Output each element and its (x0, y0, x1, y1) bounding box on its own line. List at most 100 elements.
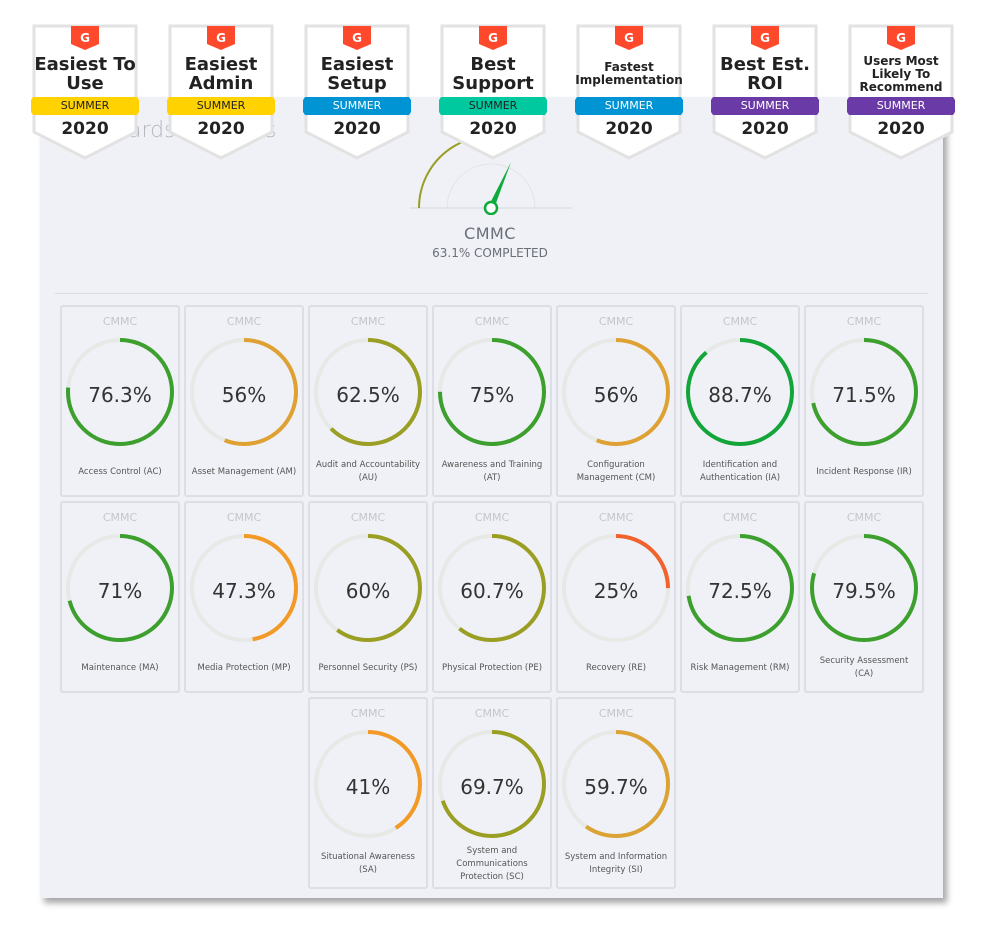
percent-value: 76.3% (88, 383, 152, 407)
domain-label: Security Assessment (CA) (819, 656, 909, 679)
card-header: CMMC (846, 511, 882, 524)
g2-award-badge: G Users Most Likely To Recommend SUMMER … (847, 24, 955, 160)
domain-label: Incident Response (IR) (816, 466, 912, 477)
domain-label: Identification and Authentication (IA) (699, 460, 781, 483)
domain-card[interactable]: CMMC 72.5% Risk Management (RM) (680, 501, 800, 693)
badge-shield: G (439, 24, 547, 160)
domain-label: Audit and Accountability (AU) (315, 460, 421, 483)
card-header: CMMC (102, 315, 138, 328)
g2-award-badge: G Easiest Setup SUMMER 2020 (303, 24, 411, 160)
percent-value: 72.5% (708, 579, 772, 603)
g2-logo-icon (479, 26, 507, 50)
card-header: CMMC (226, 315, 262, 328)
gauge-title: CMMC (464, 224, 516, 243)
badge-title: Easiest Setup (320, 54, 394, 94)
ring-progress (438, 534, 546, 642)
percent-value: 56% (593, 383, 639, 407)
domain-card[interactable]: CMMC 60.7% Physical Protection (PE) (432, 501, 552, 693)
domain-label: Physical Protection (PE) (441, 662, 543, 673)
progress-ring (314, 730, 422, 838)
domain-card[interactable]: CMMC 60% Personnel Security (PS) (308, 501, 428, 693)
card-header: CMMC (474, 511, 510, 524)
progress-ring (190, 338, 298, 446)
ring-progress (686, 338, 794, 446)
season-ribbon (847, 97, 955, 115)
ring-progress (66, 534, 174, 642)
ring-progress (314, 730, 422, 838)
gauge-track (446, 163, 536, 209)
progress-ring (810, 534, 918, 642)
g2-award-badge: G Fastest Implementation SUMMER 2020 (575, 24, 683, 160)
card-header: CMMC (350, 511, 386, 524)
domain-card[interactable]: CMMC 71% Maintenance (MA) (60, 501, 180, 693)
domain-card[interactable]: CMMC 56% Configuration Management (CM) (556, 305, 676, 497)
card-header: CMMC (598, 315, 634, 328)
domain-card[interactable]: CMMC 76.3% Access Control (AC) (60, 305, 180, 497)
svg-text:G: G (760, 31, 770, 45)
svg-text:G: G (352, 31, 362, 45)
g2-logo-icon (751, 26, 779, 50)
ring-progress (66, 338, 174, 446)
badge-title: Best Est. ROI (720, 54, 810, 94)
ring-progress (562, 730, 670, 838)
progress-ring (686, 534, 794, 642)
progress-ring (562, 730, 670, 838)
ring-progress (562, 338, 670, 446)
divider (55, 293, 928, 294)
badge-year: 2020 (605, 119, 653, 139)
percent-value: 25% (593, 579, 639, 603)
progress-ring (562, 338, 670, 446)
domain-label: Risk Management (RM) (690, 662, 790, 673)
ring-progress (562, 534, 670, 642)
domain-card[interactable]: CMMC 47.3% Media Protection (MP) (184, 501, 304, 693)
domain-label: System and Communications Protection (SC… (456, 845, 528, 882)
ring-progress (686, 534, 794, 642)
season-ribbon (167, 97, 275, 115)
progress-ring (438, 534, 546, 642)
domain-card[interactable]: CMMC 56% Asset Management (AM) (184, 305, 304, 497)
badge-year: 2020 (333, 119, 381, 139)
badge-title: Easiest To Use (34, 54, 136, 94)
ring-progress (314, 338, 422, 446)
g2-award-badge: G Best Est. ROI SUMMER 2020 (711, 24, 819, 160)
domain-card[interactable]: CMMC 25% Recovery (RE) (556, 501, 676, 693)
g2-logo-icon (615, 26, 643, 50)
g2-logo-icon (207, 26, 235, 50)
domain-card[interactable]: CMMC 75% Awareness and Training (AT) (432, 305, 552, 497)
svg-text:G: G (80, 31, 90, 45)
domain-card[interactable]: CMMC 71.5% Incident Response (IR) (804, 305, 924, 497)
card-header: CMMC (350, 315, 386, 328)
domain-card[interactable]: CMMC 41% Situational Awareness (SA) (308, 697, 428, 889)
badge-shield: G (847, 24, 955, 160)
card-header: CMMC (350, 707, 386, 720)
card-header: CMMC (722, 511, 758, 524)
badge-year: 2020 (877, 119, 925, 139)
badge-title: Fastest Implementation (575, 60, 683, 87)
badge-shield: G (167, 24, 275, 160)
percent-value: 60.7% (460, 579, 524, 603)
badge-title: Best Support (452, 54, 534, 94)
domain-card[interactable]: CMMC 62.5% Audit and Accountability (AU) (308, 305, 428, 497)
progress-ring (562, 534, 670, 642)
progress-ring (438, 338, 546, 446)
progress-ring (438, 730, 546, 838)
domain-card[interactable]: CMMC 79.5% Security Assessment (CA) (804, 501, 924, 693)
g2-logo-icon (71, 26, 99, 50)
domain-label: Configuration Management (CM) (576, 460, 656, 483)
domain-label: Asset Management (AM) (191, 466, 297, 477)
season-ribbon (31, 97, 139, 115)
domain-card[interactable]: CMMC 59.7% System and Information Integr… (556, 697, 676, 889)
card-header: CMMC (226, 511, 262, 524)
g2-award-badge: G Easiest Admin SUMMER 2020 (167, 24, 275, 160)
progress-ring (190, 534, 298, 642)
progress-ring (314, 338, 422, 446)
domain-card[interactable]: CMMC 88.7% Identification and Authentica… (680, 305, 800, 497)
percent-value: 59.7% (584, 775, 648, 799)
season-ribbon (439, 97, 547, 115)
domain-card[interactable]: CMMC 69.7% System and Communications Pro… (432, 697, 552, 889)
card-header: CMMC (722, 315, 758, 328)
percent-value: 75% (469, 383, 515, 407)
svg-text:G: G (488, 31, 498, 45)
progress-ring (314, 534, 422, 642)
season-ribbon (711, 97, 819, 115)
